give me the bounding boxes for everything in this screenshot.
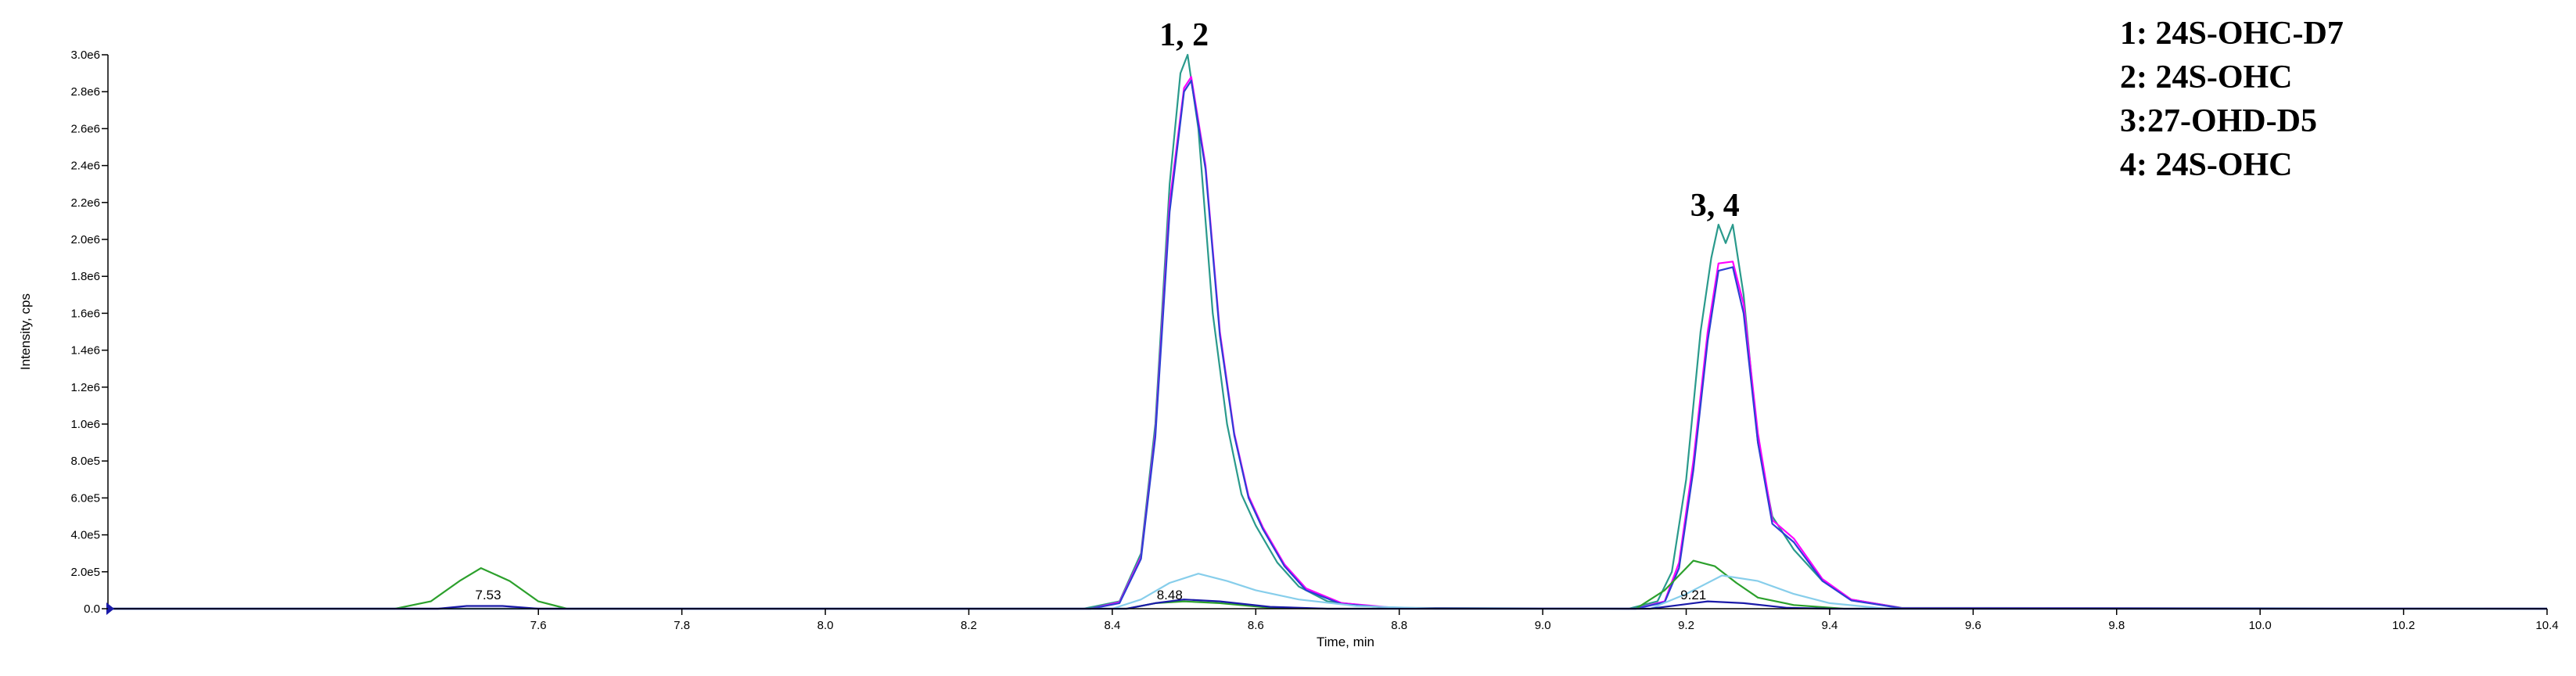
peak-labels: 7.53 8.48 9.21 [475, 588, 1706, 602]
y-tick-label: 2.6e6 [70, 122, 100, 135]
y-tick-label: 2.0e5 [70, 566, 100, 579]
legend-entry: 1: 24S-OHC-D7 [2120, 16, 2344, 52]
x-tick-label: 10.0 [2249, 619, 2272, 632]
y-axis-title: Intensity, cps [18, 293, 33, 370]
y-tick-label: 1.8e6 [70, 270, 100, 283]
axes [106, 55, 2547, 615]
x-tick-label: 7.8 [674, 619, 690, 632]
legend-entry: 4: 24S-OHC [2120, 147, 2293, 183]
y-tick-label: 1.6e6 [70, 307, 100, 320]
legend-entry: 3:27-OHD-D5 [2120, 103, 2317, 139]
x-tick-label: 10.4 [2535, 619, 2558, 632]
x-tick-label: 10.2 [2392, 619, 2415, 632]
y-tick-label: 2.0e6 [70, 233, 100, 246]
series-line-6 [108, 599, 2547, 610]
x-ticks: 7.6 7.8 8.0 8.2 8.4 8.6 8.8 9.0 9.2 9.4 9.6 9.8 10.0… [530, 609, 2559, 632]
x-tick-label: 9.4 [1822, 619, 1838, 632]
x-tick-label: 9.0 [1535, 619, 1551, 632]
peak-group-label: 3, 4 [1690, 188, 1740, 224]
x-tick-label: 9.8 [2108, 619, 2125, 632]
x-axis-title: Time, min [1317, 635, 1374, 649]
x-tick-label: 8.0 [817, 619, 834, 632]
y-tick-label: 2.2e6 [70, 196, 100, 210]
x-tick-label: 8.8 [1391, 619, 1407, 632]
peak-rt-label: 9.21 [1680, 588, 1706, 602]
peak-rt-label: 7.53 [475, 588, 501, 602]
y-tick-label: 8.0e5 [70, 455, 100, 468]
origin-marker-icon [106, 602, 114, 615]
y-ticks: 0.0 2.0e5 4.0e5 6.0e5 8.0e5 1.0e6 1.2e6 1.4e6 1.… [70, 49, 108, 616]
y-tick-label: 6.0e5 [70, 491, 100, 505]
group-labels: 1, 2 3, 4 [1159, 17, 1740, 224]
y-tick-label: 3.0e6 [70, 49, 100, 62]
series-lines [108, 53, 2548, 610]
y-tick-label: 1.4e6 [70, 344, 100, 358]
y-tick-label: 0.0 [84, 602, 100, 616]
series-line-5 [108, 573, 2547, 610]
series-line-4 [108, 559, 2547, 610]
peak-rt-label: 8.48 [1157, 588, 1183, 602]
legend: 1: 24S-OHC-D7 2: 24S-OHC 3:27-OHD-D5 4: 24S… [2120, 16, 2344, 183]
y-tick-label: 2.4e6 [70, 160, 100, 173]
y-tick-label: 2.8e6 [70, 85, 100, 99]
x-tick-label: 8.6 [1248, 619, 1264, 632]
x-tick-label: 9.6 [1965, 619, 1981, 632]
x-tick-label: 9.2 [1678, 619, 1694, 632]
x-tick-label: 8.4 [1104, 619, 1120, 632]
y-tick-label: 1.2e6 [70, 381, 100, 394]
y-tick-label: 4.0e5 [70, 529, 100, 542]
x-tick-label: 7.6 [530, 619, 547, 632]
legend-entry: 2: 24S-OHC [2120, 59, 2293, 95]
y-tick-label: 1.0e6 [70, 418, 100, 431]
peak-group-label: 1, 2 [1159, 17, 1209, 53]
x-tick-label: 8.2 [961, 619, 977, 632]
